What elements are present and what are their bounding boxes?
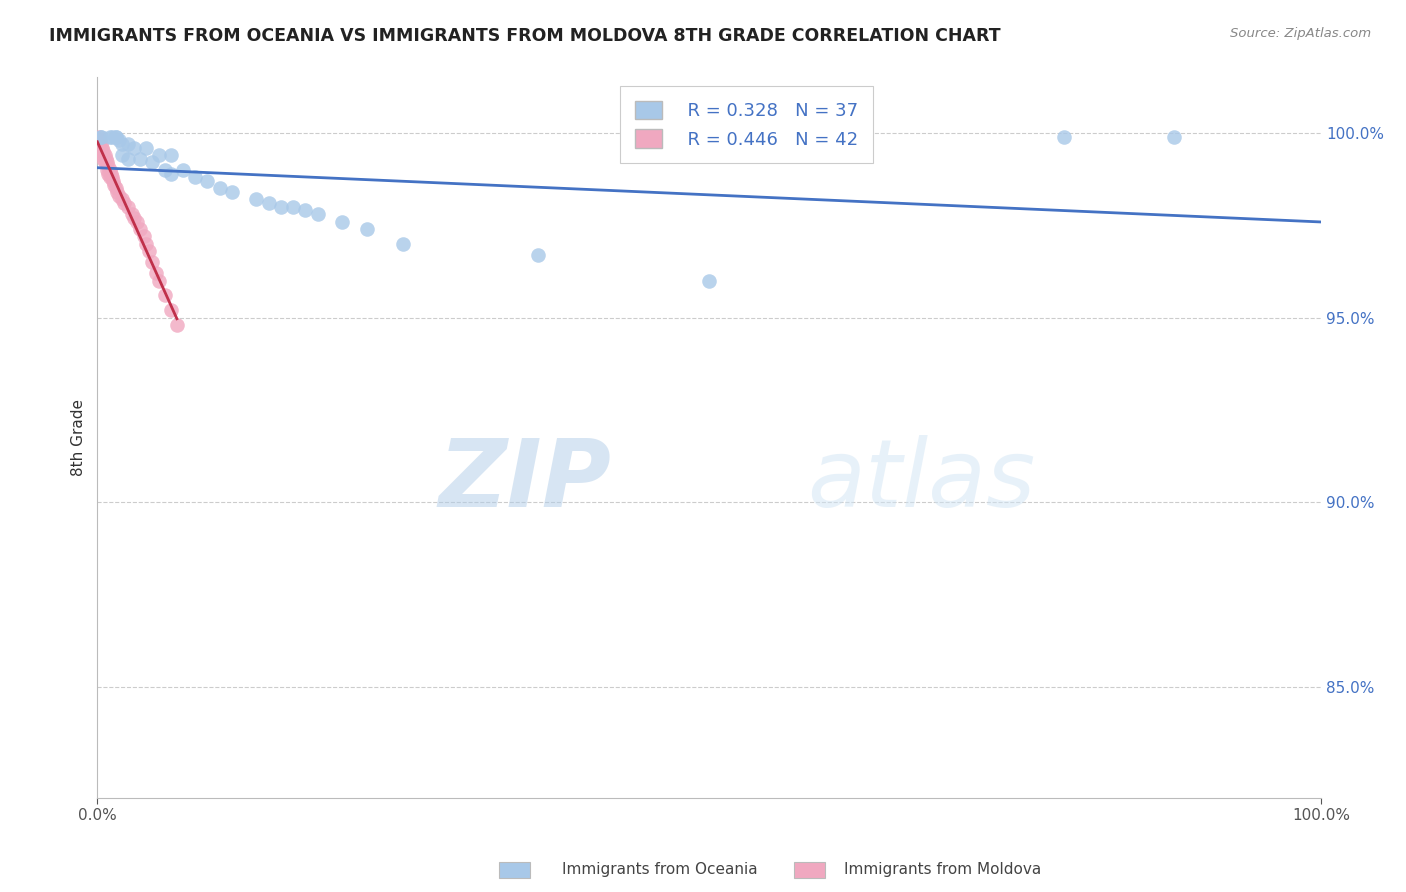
Point xyxy=(141,155,163,169)
Point xyxy=(125,214,148,228)
Point xyxy=(94,152,117,166)
Point xyxy=(87,136,110,151)
Point xyxy=(356,222,378,236)
Point xyxy=(93,155,115,169)
Point xyxy=(1163,129,1185,144)
Point xyxy=(697,274,720,288)
Text: Immigrants from Moldova: Immigrants from Moldova xyxy=(844,863,1040,877)
Point xyxy=(90,136,112,151)
Point xyxy=(111,193,134,207)
Point xyxy=(90,129,112,144)
Point xyxy=(245,193,267,207)
Point xyxy=(184,170,207,185)
Point xyxy=(117,136,139,151)
Point xyxy=(100,167,122,181)
Point xyxy=(159,167,181,181)
Point xyxy=(159,303,181,318)
Point xyxy=(91,141,114,155)
Point xyxy=(221,185,243,199)
Point xyxy=(197,174,219,188)
Point xyxy=(135,141,157,155)
Point xyxy=(121,207,143,221)
Point xyxy=(98,162,121,177)
Text: Immigrants from Oceania: Immigrants from Oceania xyxy=(562,863,758,877)
Point xyxy=(104,181,127,195)
Point xyxy=(159,148,181,162)
Point xyxy=(129,222,152,236)
Point xyxy=(105,185,128,199)
Text: Source: ZipAtlas.com: Source: ZipAtlas.com xyxy=(1230,27,1371,40)
Point xyxy=(111,148,134,162)
Point xyxy=(294,203,316,218)
Point xyxy=(93,148,115,162)
Point xyxy=(97,159,120,173)
Y-axis label: 8th Grade: 8th Grade xyxy=(72,400,86,476)
Text: atlas: atlas xyxy=(807,435,1035,526)
Point xyxy=(257,196,280,211)
Point xyxy=(108,133,131,147)
Point xyxy=(135,236,157,251)
Point xyxy=(108,188,131,202)
Point xyxy=(87,129,110,144)
Point xyxy=(153,162,176,177)
Point xyxy=(208,181,231,195)
Point xyxy=(283,200,305,214)
Point xyxy=(103,174,125,188)
Point xyxy=(97,167,120,181)
Point xyxy=(122,211,145,225)
Point xyxy=(141,255,163,269)
Point xyxy=(101,170,124,185)
Point xyxy=(148,274,170,288)
Point xyxy=(117,200,139,214)
Point xyxy=(89,133,111,147)
Point xyxy=(90,145,112,159)
Point xyxy=(270,200,292,214)
Point xyxy=(122,141,145,155)
Point xyxy=(103,178,125,192)
Point xyxy=(90,129,112,144)
Point xyxy=(129,152,152,166)
Text: IMMIGRANTS FROM OCEANIA VS IMMIGRANTS FROM MOLDOVA 8TH GRADE CORRELATION CHART: IMMIGRANTS FROM OCEANIA VS IMMIGRANTS FR… xyxy=(49,27,1001,45)
Point xyxy=(392,236,415,251)
Point xyxy=(104,129,127,144)
Legend:   R = 0.328   N = 37,   R = 0.446   N = 42: R = 0.328 N = 37, R = 0.446 N = 42 xyxy=(620,87,873,163)
Point xyxy=(330,214,353,228)
Point xyxy=(112,196,135,211)
Point xyxy=(104,129,127,144)
Point xyxy=(132,229,155,244)
Point xyxy=(98,129,121,144)
Point xyxy=(93,152,115,166)
Point xyxy=(96,162,118,177)
Point xyxy=(89,141,111,155)
Point xyxy=(111,136,134,151)
Point xyxy=(148,148,170,162)
Point xyxy=(172,162,194,177)
Point xyxy=(1053,129,1076,144)
Point xyxy=(166,318,188,332)
Point xyxy=(138,244,160,259)
Point xyxy=(101,129,124,144)
Point xyxy=(98,170,121,185)
Point xyxy=(96,155,118,169)
Point xyxy=(117,152,139,166)
Point xyxy=(91,148,114,162)
Text: ZIP: ZIP xyxy=(439,435,612,527)
Point xyxy=(527,248,550,262)
Point xyxy=(307,207,329,221)
Point xyxy=(153,288,176,302)
Point xyxy=(93,145,115,159)
Point xyxy=(145,266,167,280)
